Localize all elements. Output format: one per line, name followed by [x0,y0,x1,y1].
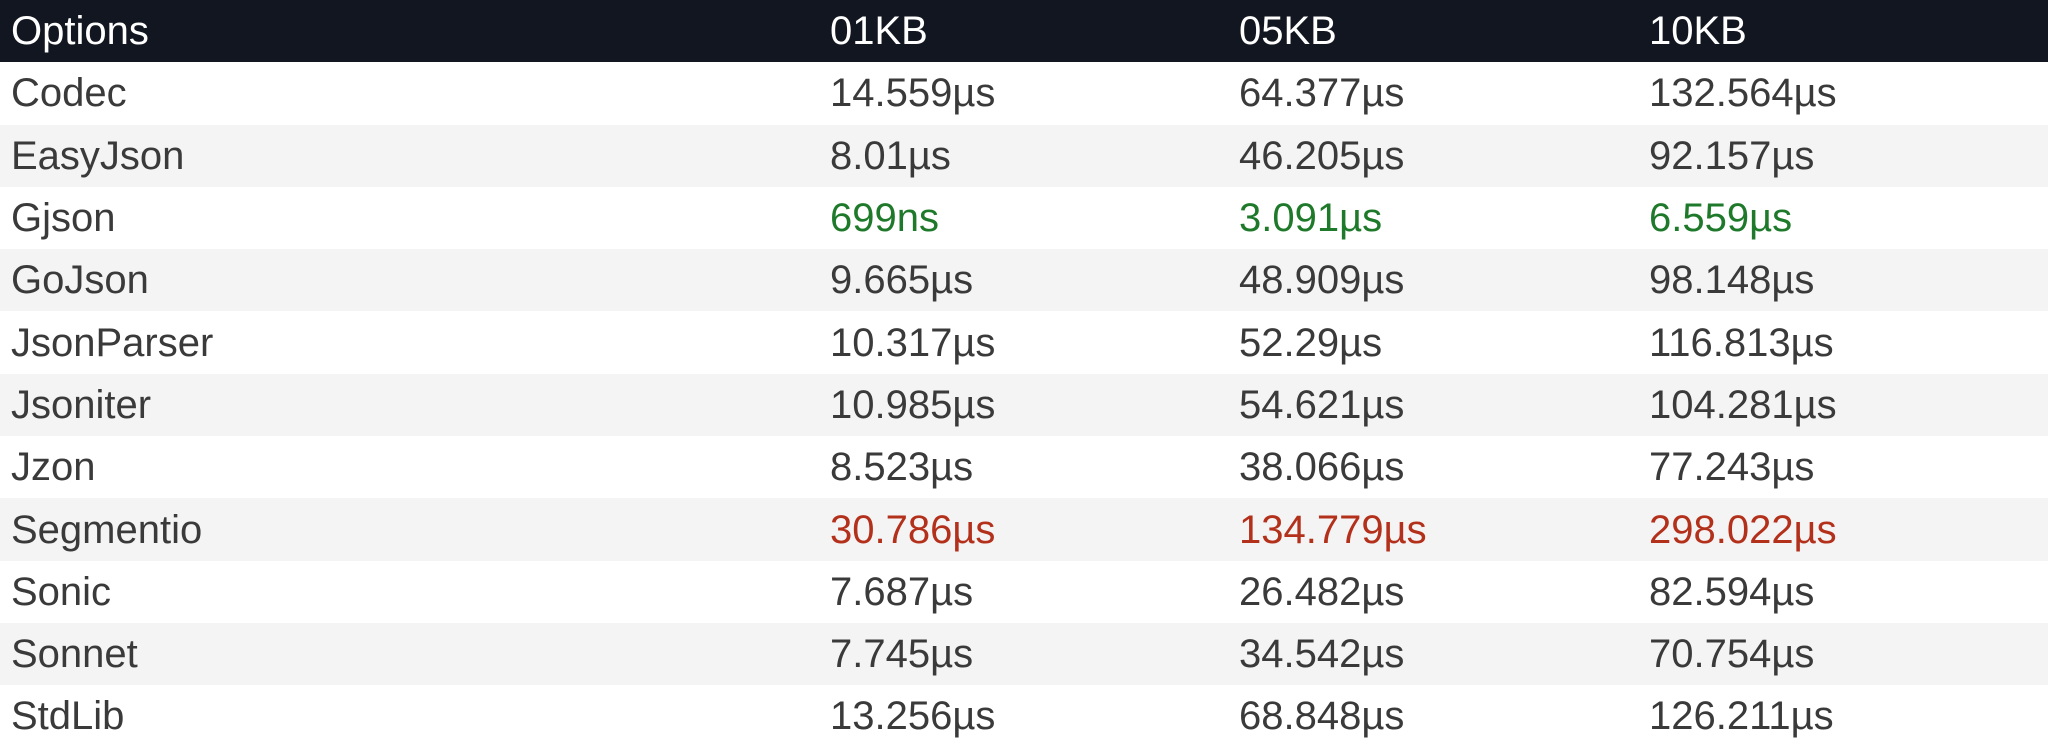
result-05kb-cell: 26.482µs [1239,569,1405,614]
result-05kb-cell: 48.909µs [1239,258,1405,303]
table-row: Codec 14.559µs 64.377µs 132.564µs [0,62,2048,125]
result-10kb-cell: 98.148µs [1649,258,1815,303]
result-05kb-cell: 52.29µs [1239,320,1383,365]
result-05kb-cell: 68.848µs [1239,694,1405,739]
option-name-cell: Sonic [11,569,112,614]
option-name-cell: Segmentio [11,507,203,552]
result-01kb-cell: 7.745µs [830,632,974,677]
option-name-cell: Sonnet [11,632,138,677]
table-row: GoJson 9.665µs 48.909µs 98.148µs [0,249,2048,312]
result-10kb-cell: 104.281µs [1649,382,1837,427]
result-10kb-cell: 82.594µs [1649,569,1815,614]
result-01kb-cell: 7.687µs [830,569,974,614]
result-10kb-cell: 70.754µs [1649,632,1815,677]
result-10kb-cell: 126.211µs [1649,694,1834,739]
option-name-cell: Jzon [11,445,96,490]
column-header-10kb: 10KB [1649,9,1747,54]
result-05kb-cell: 34.542µs [1239,632,1405,677]
table-row: EasyJson 8.01µs 46.205µs 92.157µs [0,124,2048,187]
table-row: Gjson 699ns 3.091µs 6.559µs [0,186,2048,250]
result-05kb-cell: 134.779µs [1239,507,1427,552]
result-05kb-cell: 46.205µs [1239,133,1405,178]
table-header-row: Options 01KB 05KB 10KB [0,0,2048,63]
table-row: StdLib 13.256µs 68.848µs 126.211µs [0,685,2048,748]
column-header-01kb: 01KB [830,9,928,54]
result-01kb-cell: 10.317µs [830,320,996,365]
option-name-cell: EasyJson [11,133,185,178]
result-05kb-cell: 54.621µs [1239,382,1405,427]
result-01kb-cell: 13.256µs [830,694,996,739]
result-01kb-cell: 9.665µs [830,258,974,303]
option-name-cell: Jsoniter [11,382,152,427]
table-row: Jsoniter 10.985µs 54.621µs 104.281µs [0,373,2048,437]
result-05kb-cell: 3.091µs [1239,196,1383,241]
column-header-05kb: 05KB [1239,9,1337,54]
result-05kb-cell: 38.066µs [1239,445,1405,490]
result-01kb-cell: 8.01µs [830,133,951,178]
option-name-cell: Codec [11,71,127,116]
table-row: Jzon 8.523µs 38.066µs 77.243µs [0,436,2048,499]
table-row: JsonParser 10.317µs 52.29µs 116.813µs [0,311,2048,374]
result-01kb-cell: 30.786µs [830,507,996,552]
result-10kb-cell: 6.559µs [1649,196,1793,241]
result-10kb-cell: 116.813µs [1649,320,1834,365]
table-row: Sonnet 7.745µs 34.542µs 70.754µs [0,622,2048,686]
result-01kb-cell: 14.559µs [830,71,996,116]
result-10kb-cell: 77.243µs [1649,445,1815,490]
result-01kb-cell: 8.523µs [830,445,974,490]
result-10kb-cell: 92.157µs [1649,133,1815,178]
table-row: Segmentio 30.786µs 134.779µs 298.022µs [0,498,2048,561]
table-row: Sonic 7.687µs 26.482µs 82.594µs [0,560,2048,623]
option-name-cell: Gjson [11,196,116,241]
result-01kb-cell: 699ns [830,196,939,241]
option-name-cell: JsonParser [11,320,214,365]
result-01kb-cell: 10.985µs [830,382,996,427]
result-10kb-cell: 298.022µs [1649,507,1837,552]
result-05kb-cell: 64.377µs [1239,71,1405,116]
result-10kb-cell: 132.564µs [1649,71,1837,116]
option-name-cell: StdLib [11,694,125,739]
column-header-options: Options [11,9,149,54]
option-name-cell: GoJson [11,258,149,303]
